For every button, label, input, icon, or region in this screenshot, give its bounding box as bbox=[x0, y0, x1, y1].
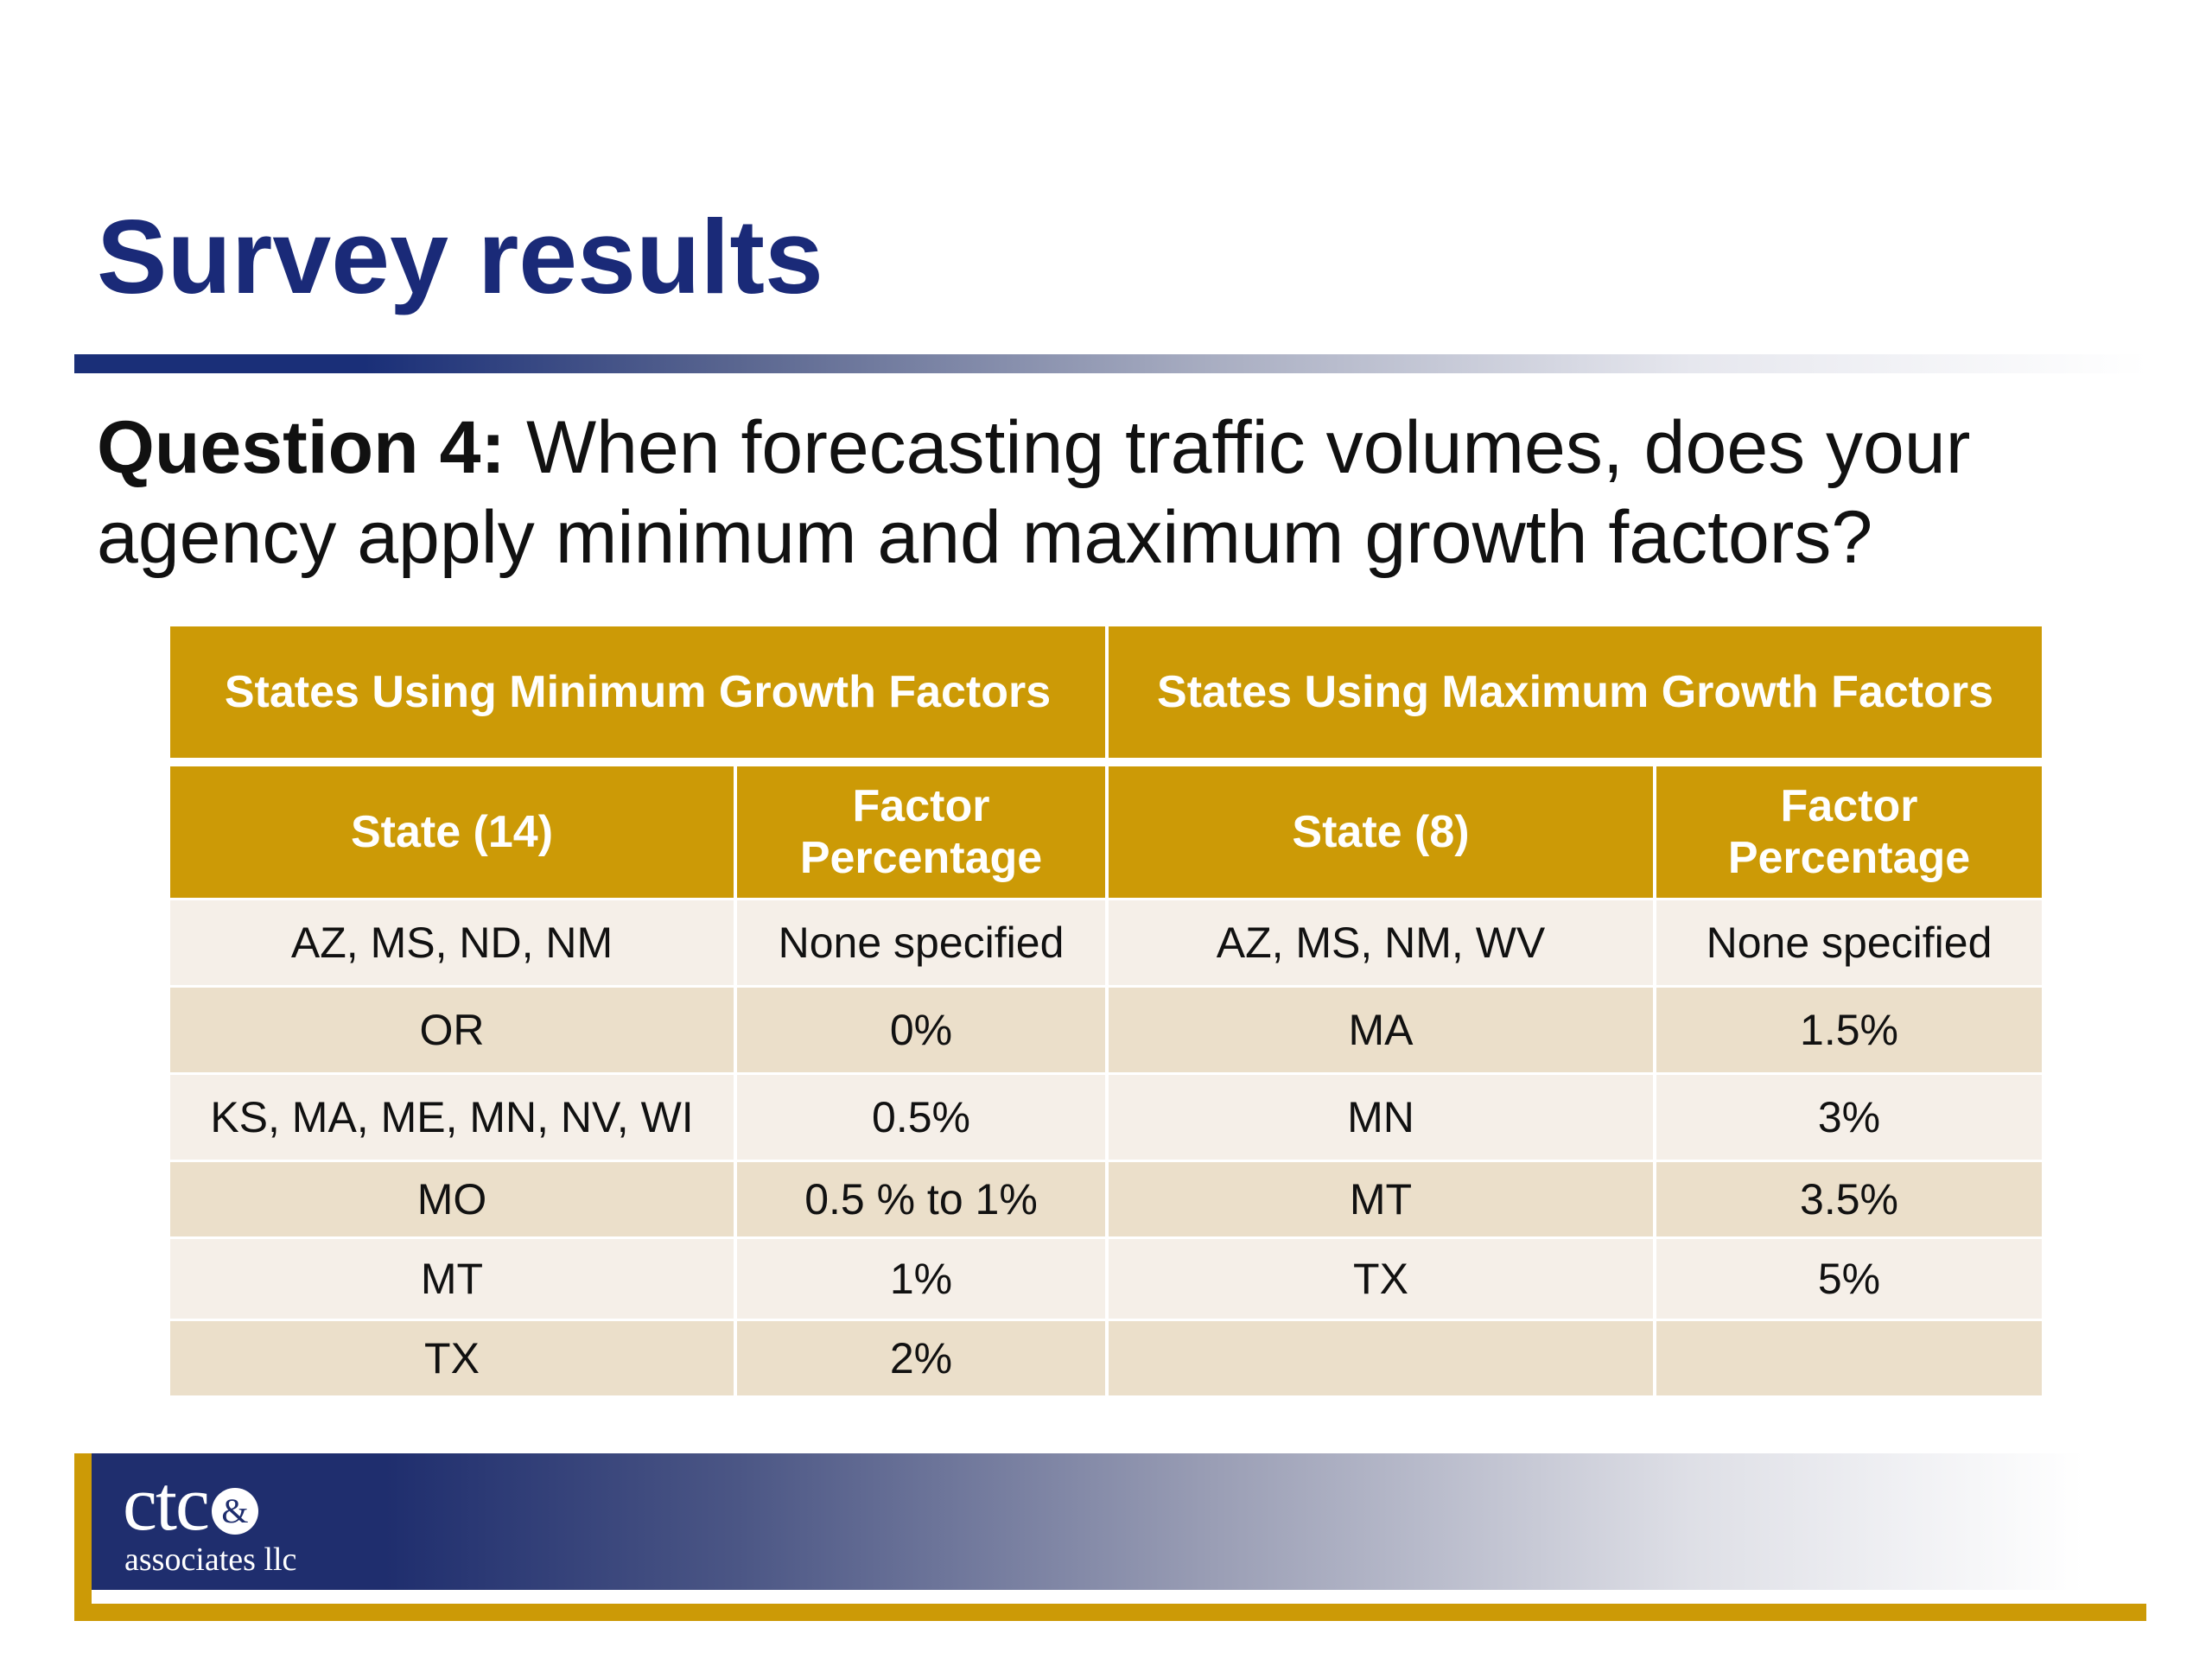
min-factor-cell: 2% bbox=[734, 1319, 1109, 1398]
title-underline-rule bbox=[74, 354, 2148, 373]
max-state-column-header: State (8) bbox=[1105, 762, 1656, 900]
ctc-associates-logo: ctc & associates llc bbox=[102, 1453, 370, 1590]
min-state-cell: TX bbox=[170, 1319, 737, 1398]
min-state-cell: AZ, MS, ND, NM bbox=[170, 899, 737, 988]
table-row: OR 0% MA 1.5% bbox=[170, 986, 2042, 1075]
table-group-header-row: States Using Minimum Growth Factors Stat… bbox=[170, 626, 2042, 766]
table-row: MT 1% TX 5% bbox=[170, 1237, 2042, 1321]
max-growth-factors-header: States Using Maximum Growth Factors bbox=[1105, 626, 2042, 766]
max-factor-cell bbox=[1653, 1319, 2042, 1398]
min-factor-cell: 0% bbox=[734, 986, 1109, 1075]
table-row: AZ, MS, ND, NM None specified AZ, MS, NM… bbox=[170, 899, 2042, 988]
question-body: When forecasting traffic volumes, does y… bbox=[97, 406, 1971, 579]
min-state-cell: MO bbox=[170, 1160, 737, 1239]
logo-wordmark: ctc bbox=[123, 1461, 210, 1547]
logo-subtitle: associates llc bbox=[124, 1541, 297, 1578]
max-state-cell: MA bbox=[1105, 986, 1656, 1075]
max-factor-cell: 3.5% bbox=[1653, 1160, 2042, 1239]
table-row: MO 0.5 % to 1% MT 3.5% bbox=[170, 1160, 2042, 1239]
min-state-column-header: State (14) bbox=[170, 762, 737, 900]
max-factor-cell: 5% bbox=[1653, 1237, 2042, 1321]
max-state-cell: AZ, MS, NM, WV bbox=[1105, 899, 1656, 988]
min-factor-cell: None specified bbox=[734, 899, 1109, 988]
logo-ampersand-icon: & bbox=[211, 1488, 258, 1535]
max-factor-cell: 1.5% bbox=[1653, 986, 2042, 1075]
footer-gold-rule bbox=[74, 1604, 2146, 1621]
min-factor-cell: 0.5 % to 1% bbox=[734, 1160, 1109, 1239]
max-state-cell: TX bbox=[1105, 1237, 1656, 1321]
min-factor-cell: 0.5% bbox=[734, 1073, 1109, 1162]
max-state-cell bbox=[1105, 1319, 1656, 1398]
growth-factors-table: States Using Minimum Growth Factors Stat… bbox=[170, 626, 2042, 1398]
table-row: TX 2% bbox=[170, 1319, 2042, 1398]
table-sub-header-row: State (14) Factor Percentage State (8) F… bbox=[170, 762, 2042, 900]
table-row: KS, MA, ME, MN, NV, WI 0.5% MN 3% bbox=[170, 1073, 2042, 1162]
min-factor-column-header: Factor Percentage bbox=[734, 762, 1109, 900]
slide-title: Survey results bbox=[97, 198, 823, 315]
footer-gradient-band bbox=[74, 1453, 2146, 1590]
min-state-cell: MT bbox=[170, 1237, 737, 1321]
max-state-cell: MT bbox=[1105, 1160, 1656, 1239]
min-factor-cell: 1% bbox=[734, 1237, 1109, 1321]
max-factor-column-header: Factor Percentage bbox=[1653, 762, 2042, 900]
min-growth-factors-header: States Using Minimum Growth Factors bbox=[170, 626, 1109, 766]
question-label: Question 4: bbox=[97, 406, 506, 489]
min-state-cell: OR bbox=[170, 986, 737, 1075]
max-factor-cell: None specified bbox=[1653, 899, 2042, 988]
footer-gold-left-edge bbox=[74, 1453, 92, 1621]
max-factor-cell: 3% bbox=[1653, 1073, 2042, 1162]
max-state-cell: MN bbox=[1105, 1073, 1656, 1162]
question-text: Question 4: When forecasting traffic vol… bbox=[97, 403, 2153, 582]
min-state-cell: KS, MA, ME, MN, NV, WI bbox=[170, 1073, 737, 1162]
